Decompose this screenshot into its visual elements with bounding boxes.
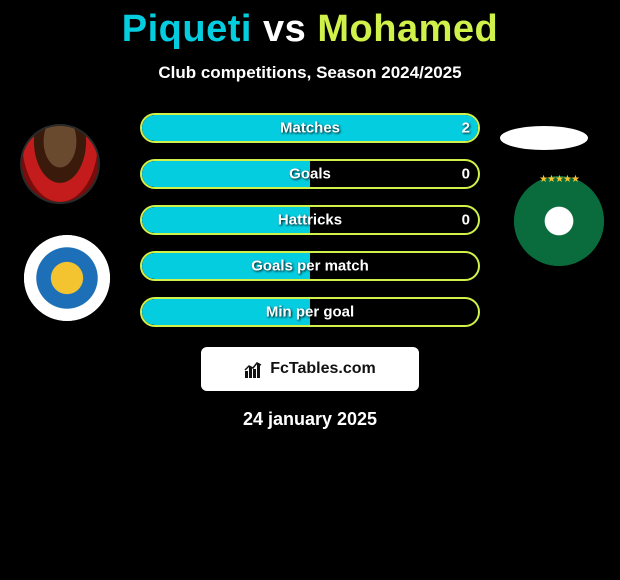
stat-value-left: 2 bbox=[462, 120, 470, 137]
stat-row-goals-per-match: Goals per match bbox=[140, 251, 480, 281]
club-badge-right: ★★★★★ bbox=[514, 176, 604, 266]
stat-row-goals: Goals 0 bbox=[140, 159, 480, 189]
stat-label: Goals per match bbox=[251, 258, 369, 275]
title-player2: Mohamed bbox=[317, 8, 498, 50]
stat-row-matches: Matches 2 bbox=[140, 113, 480, 143]
brand-text: FcTables.com bbox=[270, 360, 376, 378]
bar-chart-icon bbox=[244, 359, 264, 379]
title-vs: vs bbox=[263, 8, 306, 50]
stat-label: Goals bbox=[289, 166, 331, 183]
page-title: Piqueti vs Mohamed bbox=[0, 0, 620, 51]
stat-label: Hattricks bbox=[278, 212, 342, 229]
stat-row-min-per-goal: Min per goal bbox=[140, 297, 480, 327]
title-player1: Piqueti bbox=[122, 8, 252, 50]
subtitle: Club competitions, Season 2024/2025 bbox=[0, 63, 620, 83]
stat-fill bbox=[142, 161, 310, 187]
stat-row-hattricks: Hattricks 0 bbox=[140, 205, 480, 235]
club-badge-left bbox=[24, 235, 110, 321]
date-text: 24 january 2025 bbox=[0, 409, 620, 430]
brand-box[interactable]: FcTables.com bbox=[201, 347, 419, 391]
stat-label: Min per goal bbox=[266, 304, 354, 321]
player2-avatar bbox=[500, 126, 588, 150]
player1-avatar bbox=[20, 124, 100, 204]
stat-value-left: 0 bbox=[462, 166, 470, 183]
stat-label: Matches bbox=[280, 120, 340, 137]
stat-value-left: 0 bbox=[462, 212, 470, 229]
stars-icon: ★★★★★ bbox=[539, 174, 579, 185]
stats-container: Matches 2 Goals 0 Hattricks 0 Goals per … bbox=[140, 113, 480, 327]
